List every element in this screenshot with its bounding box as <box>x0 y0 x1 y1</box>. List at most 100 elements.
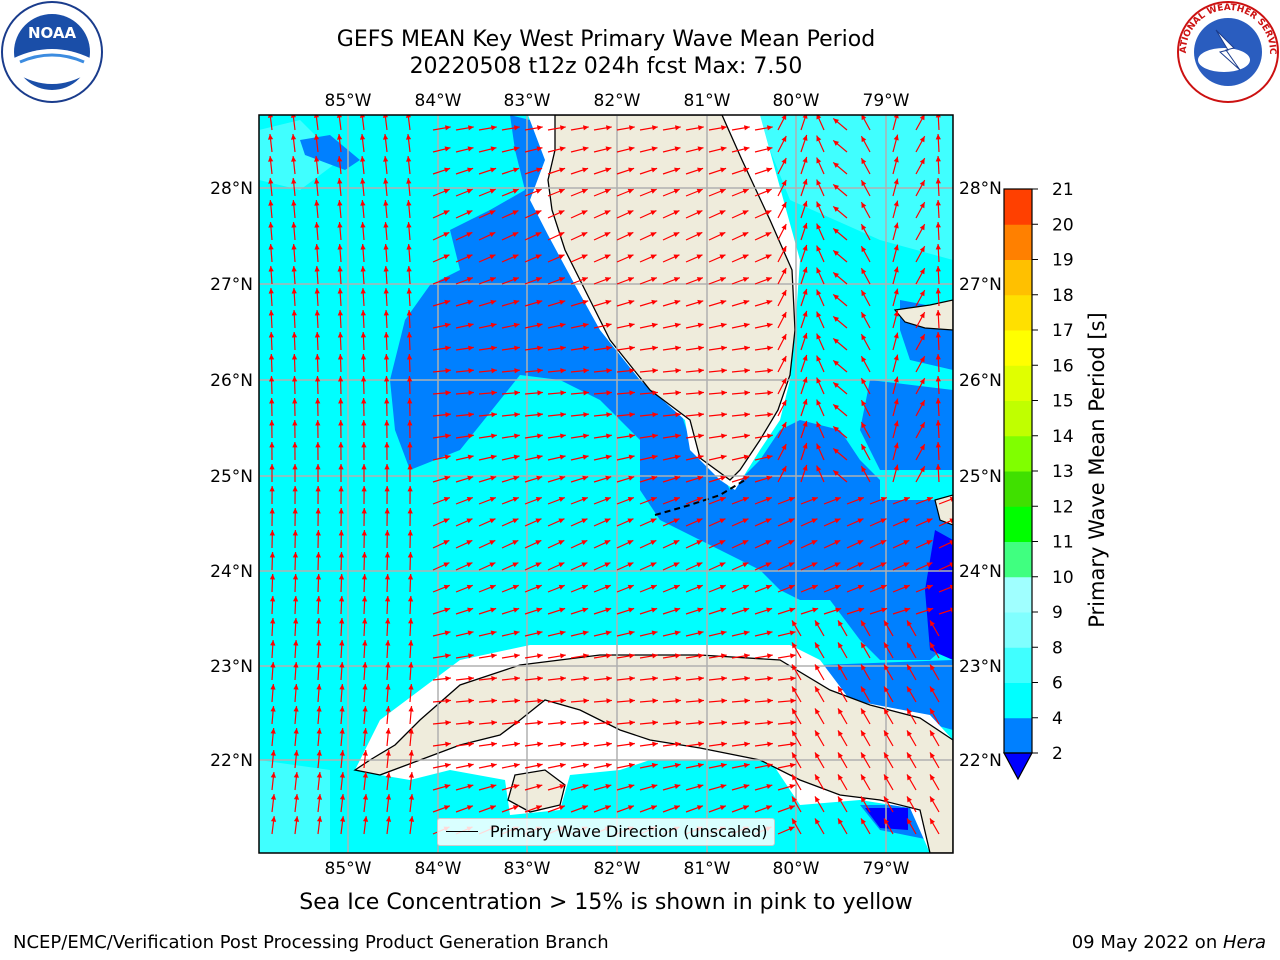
direction-arrow <box>338 441 344 461</box>
direction-arrow <box>616 496 635 505</box>
direction-arrow <box>639 607 658 615</box>
direction-arrow <box>816 311 825 329</box>
direction-arrow <box>570 188 588 197</box>
direction-arrow <box>316 706 322 725</box>
direction-arrow <box>662 322 681 329</box>
direction-arrow <box>685 277 704 285</box>
direction-arrow <box>362 816 369 835</box>
direction-arrow <box>455 277 474 285</box>
direction-arrow <box>455 518 473 527</box>
direction-arrow <box>501 653 520 659</box>
colorbar-tick-label: 17 <box>1052 321 1074 341</box>
direction-arrow <box>777 355 787 373</box>
noaa-logo-icon: NOAA <box>1 1 103 103</box>
direction-arrow <box>337 266 343 285</box>
direction-arrow <box>662 368 681 374</box>
direction-arrow <box>906 774 917 791</box>
direction-arrow <box>754 254 772 263</box>
direction-arrow <box>524 518 542 527</box>
direction-arrow <box>906 664 917 681</box>
direction-arrow <box>570 254 588 263</box>
direction-arrow <box>385 639 391 659</box>
direction-arrow <box>593 518 611 527</box>
direction-arrow <box>570 741 589 747</box>
direction-arrow <box>814 752 825 769</box>
direction-arrow <box>478 345 497 351</box>
direction-arrow <box>685 345 704 351</box>
direction-arrow <box>860 774 871 791</box>
direction-arrow <box>339 816 346 835</box>
direction-arrow <box>547 630 566 637</box>
direction-arrow <box>501 762 520 769</box>
direction-arrow <box>408 816 415 835</box>
direction-arrow <box>929 774 940 791</box>
lat-label-right: 27°N <box>959 275 1002 295</box>
direction-arrow <box>360 309 366 329</box>
direction-arrow <box>708 146 727 153</box>
direction-arrow <box>315 573 322 593</box>
direction-arrow <box>685 433 704 439</box>
direction-arrow <box>662 539 680 549</box>
direction-arrow <box>639 762 658 769</box>
direction-arrow <box>906 620 917 637</box>
direction-arrow <box>915 115 925 131</box>
direction-arrow <box>935 287 941 307</box>
direction-arrow <box>662 630 681 637</box>
direction-arrow <box>524 741 543 747</box>
direction-arrow <box>338 573 345 593</box>
direction-arrow <box>662 475 681 483</box>
direction-arrow <box>593 496 612 505</box>
direction-arrow <box>455 805 474 813</box>
direction-arrow <box>814 686 825 703</box>
direction-arrow <box>708 231 726 241</box>
water-mid-blue <box>390 115 953 660</box>
direction-arrow <box>915 223 926 241</box>
direction-arrow <box>406 331 413 351</box>
direction-arrow <box>616 322 635 329</box>
direction-arrow <box>662 125 681 131</box>
direction-arrow <box>570 539 588 549</box>
direction-arrow <box>754 277 773 285</box>
direction-arrow <box>639 125 658 131</box>
direction-arrow <box>524 630 543 637</box>
direction-arrow <box>935 397 941 417</box>
direction-arrow <box>478 630 497 637</box>
direction-arrow <box>685 518 703 527</box>
direction-arrow <box>639 322 658 329</box>
direction-arrow <box>616 210 634 219</box>
direction-arrow <box>708 720 727 726</box>
direction-arrow <box>791 796 802 813</box>
direction-arrow <box>524 698 543 704</box>
lat-label-right: 28°N <box>959 179 1002 199</box>
direction-arrow <box>315 551 322 571</box>
direction-arrow <box>616 584 634 593</box>
direction-arrow <box>846 496 865 505</box>
direction-arrow <box>754 676 773 682</box>
direction-arrow <box>478 518 496 527</box>
direction-arrow <box>501 254 519 263</box>
lon-label-top: 84°W <box>415 91 462 111</box>
direction-arrow <box>547 433 566 439</box>
direction-arrow <box>777 784 796 791</box>
direction-arrow <box>570 720 589 726</box>
direction-arrow <box>316 750 322 769</box>
direction-arrow <box>883 752 894 769</box>
direction-arrow <box>570 277 589 285</box>
direction-arrow <box>685 412 704 418</box>
direction-arrow <box>293 684 299 703</box>
direction-arrow <box>432 676 451 682</box>
direction-arrow <box>685 720 704 726</box>
direction-arrow <box>291 200 297 219</box>
direction-arrow <box>832 381 848 395</box>
direction-arrow <box>268 266 274 285</box>
direction-arrow <box>432 412 451 418</box>
colorbar-tick-label: 4 <box>1052 709 1063 729</box>
direction-arrow <box>408 772 414 791</box>
direction-arrow <box>837 642 848 659</box>
direction-arrow <box>570 496 589 505</box>
direction-arrow <box>708 630 727 637</box>
direction-arrow <box>731 676 750 682</box>
colorbar-segment <box>1004 647 1032 683</box>
direction-arrow <box>293 772 299 791</box>
direction-arrow <box>800 156 808 175</box>
